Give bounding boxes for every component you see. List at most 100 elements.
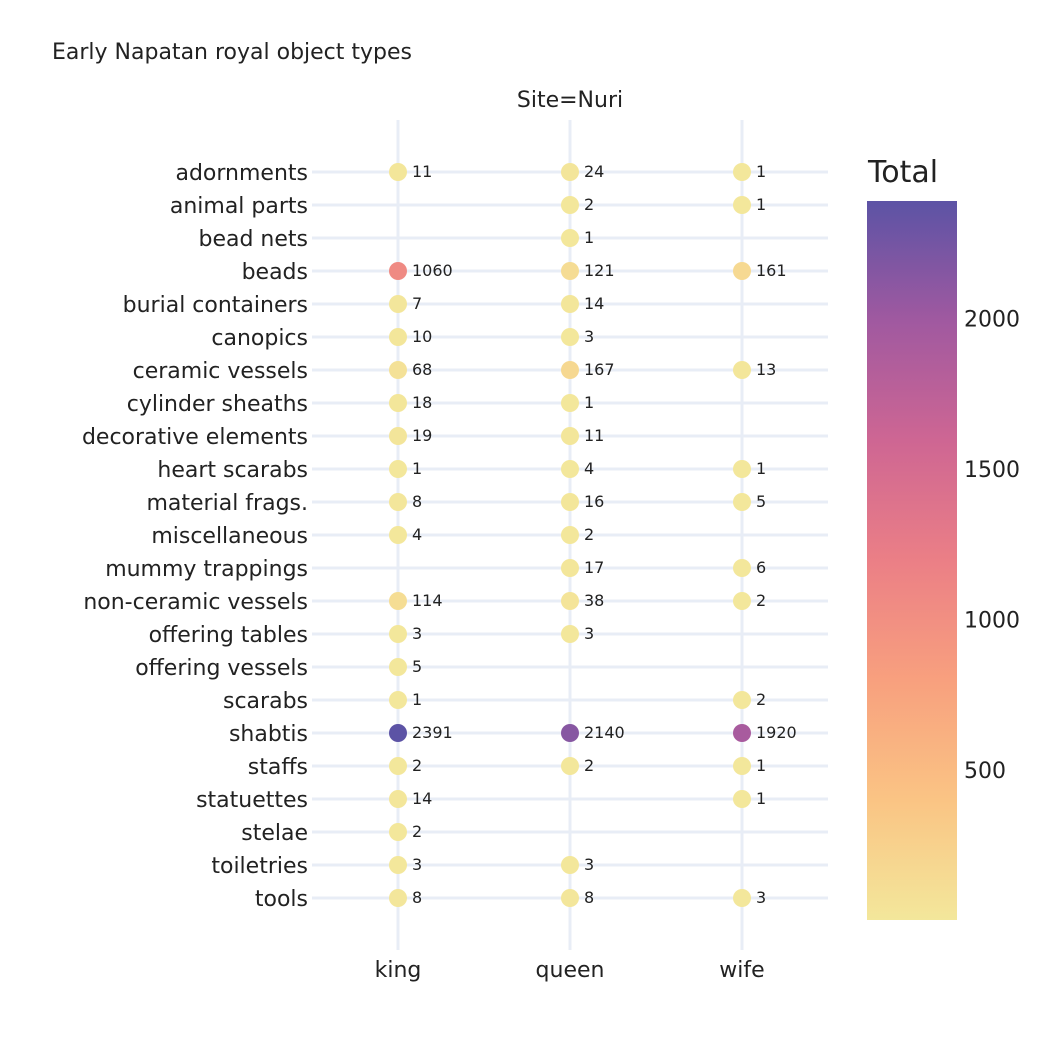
x-tick-label: king — [375, 958, 422, 983]
data-label: 68 — [412, 360, 432, 379]
y-tick-label: offering tables — [149, 623, 308, 648]
data-point — [561, 460, 579, 478]
data-point — [389, 889, 407, 907]
data-label: 1060 — [412, 261, 453, 280]
data-label: 13 — [756, 360, 776, 379]
colorbar-tick-label: 1500 — [964, 458, 1020, 483]
data-point — [561, 328, 579, 346]
data-label: 3 — [584, 855, 594, 874]
data-point — [733, 559, 751, 577]
data-point — [733, 691, 751, 709]
data-point — [389, 163, 407, 181]
colorbar-tick-label: 1000 — [964, 608, 1020, 633]
data-label: 2 — [756, 690, 766, 709]
data-point — [561, 724, 579, 742]
data-label: 19 — [412, 426, 432, 445]
x-axis: king queen wife — [375, 958, 765, 983]
data-label: 1 — [756, 756, 766, 775]
data-point — [733, 790, 751, 808]
data-point — [561, 757, 579, 775]
data-point — [733, 493, 751, 511]
data-label: 2 — [412, 822, 422, 841]
data-label: 114 — [412, 591, 443, 610]
data-label: 2140 — [584, 723, 625, 742]
y-tick-label: mummy trappings — [105, 557, 308, 582]
y-tick-label: adornments — [175, 161, 308, 186]
y-tick-label: canopics — [211, 326, 308, 351]
data-point — [561, 394, 579, 412]
colorbar-tick-label: 500 — [964, 759, 1006, 784]
data-label: 1 — [756, 459, 766, 478]
y-tick-label: bead nets — [198, 227, 308, 252]
data-label: 16 — [584, 492, 604, 511]
data-label: 5 — [756, 492, 766, 511]
data-label: 121 — [584, 261, 615, 280]
data-label: 1920 — [756, 723, 797, 742]
data-point — [389, 658, 407, 676]
y-tick-label: toiletries — [211, 854, 308, 879]
data-point — [389, 460, 407, 478]
data-point — [389, 262, 407, 280]
data-point — [561, 592, 579, 610]
data-label: 2391 — [412, 723, 453, 742]
y-tick-label: ceramic vessels — [133, 359, 308, 384]
y-tick-label: statuettes — [196, 788, 308, 813]
data-point — [733, 889, 751, 907]
data-point — [561, 856, 579, 874]
data-label: 2 — [584, 525, 594, 544]
colorbar-tick-label: 2000 — [964, 308, 1020, 333]
data-point — [733, 724, 751, 742]
data-point — [389, 790, 407, 808]
colorbar-gradient — [867, 201, 957, 920]
data-point — [733, 460, 751, 478]
x-tick-label: queen — [536, 958, 605, 983]
data-point — [389, 493, 407, 511]
data-point — [389, 427, 407, 445]
data-point — [561, 295, 579, 313]
data-point — [561, 229, 579, 247]
data-point — [389, 691, 407, 709]
data-label: 167 — [584, 360, 615, 379]
y-tick-label: miscellaneous — [151, 524, 308, 549]
data-label: 2 — [412, 756, 422, 775]
data-label: 8 — [412, 492, 422, 511]
data-point — [561, 196, 579, 214]
data-point — [561, 889, 579, 907]
data-label: 14 — [412, 789, 432, 808]
data-point — [561, 526, 579, 544]
data-label: 10 — [412, 327, 432, 346]
y-tick-label: heart scarabs — [157, 458, 308, 483]
data-point — [389, 625, 407, 643]
data-point — [389, 592, 407, 610]
data-label: 161 — [756, 261, 787, 280]
y-tick-label: material frags. — [146, 491, 308, 516]
data-point — [389, 757, 407, 775]
points-layer — [389, 163, 751, 907]
data-point — [733, 163, 751, 181]
data-label: 14 — [584, 294, 604, 313]
data-point — [389, 526, 407, 544]
colorbar-ticks: 500 1000 1500 2000 — [964, 308, 1020, 784]
data-label: 3 — [584, 624, 594, 643]
data-point — [389, 328, 407, 346]
y-tick-label: beads — [242, 260, 308, 285]
data-label: 24 — [584, 162, 604, 181]
data-label: 1 — [756, 789, 766, 808]
y-tick-label: offering vessels — [135, 656, 308, 681]
data-label: 3 — [412, 624, 422, 643]
data-point — [389, 394, 407, 412]
data-label: 5 — [412, 657, 422, 676]
data-label: 38 — [584, 591, 604, 610]
data-point — [389, 856, 407, 874]
data-label: 1 — [412, 459, 422, 478]
y-tick-label: decorative elements — [82, 425, 308, 450]
data-label: 2 — [756, 591, 766, 610]
data-point — [561, 559, 579, 577]
data-label: 3 — [584, 327, 594, 346]
data-point — [733, 592, 751, 610]
y-tick-label: non-ceramic vessels — [83, 590, 308, 615]
data-point — [733, 196, 751, 214]
data-label: 3 — [756, 888, 766, 907]
data-point — [389, 823, 407, 841]
